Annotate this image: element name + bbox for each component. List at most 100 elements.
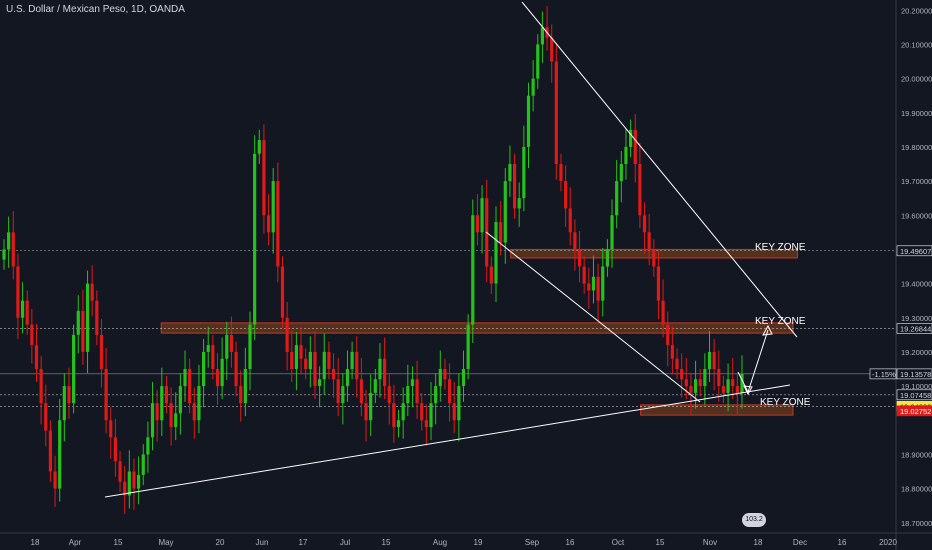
candle-body	[661, 300, 665, 325]
candle-body	[336, 379, 340, 404]
candle-body	[494, 222, 498, 284]
change-tag	[869, 368, 897, 380]
candle-body	[257, 140, 261, 154]
candle-body	[452, 403, 456, 421]
x-tick-label: May	[158, 538, 173, 547]
key-zone-2	[640, 404, 794, 416]
x-tick-label: 17	[299, 538, 308, 547]
candle-body	[146, 437, 150, 455]
candle-body	[601, 266, 605, 301]
x-tick-label: Jul	[340, 538, 350, 547]
candle-body	[471, 215, 475, 325]
candle-body	[647, 232, 651, 250]
y-tick-label: 19.30000	[901, 314, 932, 323]
candle-body	[243, 369, 247, 404]
candle-body	[420, 403, 424, 421]
candle-body	[364, 403, 368, 421]
candle-body	[345, 369, 350, 387]
candle-body	[234, 351, 238, 387]
candle-body	[174, 413, 178, 428]
candle-body	[666, 324, 670, 346]
x-tick-label: Dec	[793, 538, 807, 547]
candle-body	[169, 403, 173, 428]
candle-body	[373, 379, 377, 393]
candle-body	[72, 334, 76, 404]
y-tick-label: 18.70000	[901, 519, 932, 528]
candle-body	[573, 232, 577, 250]
x-tick-label: Sep	[525, 538, 540, 547]
candle-body	[415, 379, 419, 404]
indicator-badge[interactable]: 103.2	[742, 513, 766, 527]
candle-body	[624, 146, 628, 164]
candle-body	[183, 369, 187, 387]
candle-body	[280, 266, 285, 318]
y-tick-label: 19.40000	[901, 280, 932, 289]
candle-body	[559, 164, 563, 182]
candle-body	[591, 276, 596, 291]
candle-body	[11, 232, 15, 267]
candle-body	[443, 369, 447, 380]
candle-body	[531, 78, 535, 96]
x-tick-label: 18	[31, 538, 40, 547]
candle-body	[656, 266, 661, 301]
candle-body	[67, 386, 71, 404]
candle-body	[642, 215, 647, 233]
candle-body	[99, 334, 104, 369]
price-tag	[896, 245, 932, 257]
candle-body	[731, 379, 735, 387]
candle-body	[680, 369, 684, 380]
candle-body	[248, 324, 252, 369]
candle-body	[499, 222, 503, 243]
candle-body	[652, 249, 656, 267]
candle-body	[30, 324, 34, 346]
candle-body	[457, 386, 461, 421]
price-tag-label: 19.02752	[900, 407, 931, 416]
candle-body	[396, 420, 401, 428]
candle-body	[81, 310, 85, 352]
candle-body	[104, 369, 108, 421]
x-tick-label: Nov	[703, 538, 717, 547]
candle-body	[378, 358, 382, 380]
candle-body	[633, 129, 637, 164]
candle-body	[401, 403, 405, 421]
x-tick-label: 16	[566, 538, 575, 547]
candle-body	[383, 358, 387, 387]
candle-body	[406, 386, 410, 404]
candle-body	[76, 310, 80, 335]
y-tick-label: 19.20000	[901, 348, 932, 357]
candle-body	[438, 369, 442, 387]
y-tick-label: 19.70000	[901, 177, 932, 186]
y-tick-label: 18.80000	[901, 485, 932, 494]
x-tick-label: 15	[656, 538, 665, 547]
candle-body	[698, 379, 702, 387]
candle-body	[615, 181, 619, 216]
candle-body	[564, 181, 568, 209]
candle-body	[503, 181, 507, 243]
candle-body	[522, 146, 526, 199]
candle-body	[299, 345, 303, 359]
x-tick-label: 15	[114, 538, 123, 547]
candle-body	[721, 386, 726, 393]
candle-body	[53, 471, 57, 489]
candle-body	[735, 386, 739, 393]
y-tick-label: 19.60000	[901, 211, 932, 220]
candle-body	[489, 266, 493, 284]
arrowhead-icon	[762, 324, 773, 336]
y-tick-label: 19.90000	[901, 109, 932, 118]
candle-body	[461, 369, 466, 387]
wedge-lower-line	[485, 231, 701, 403]
arrowhead-down-icon	[743, 385, 753, 396]
candle-body	[675, 358, 679, 369]
price-tag	[896, 368, 932, 380]
x-tick-label: Oct	[612, 538, 625, 547]
x-tick-label: Apr	[69, 538, 82, 547]
candle-body	[424, 420, 428, 428]
candle-body	[707, 351, 712, 369]
candle-body	[740, 373, 744, 393]
candle-body	[95, 300, 99, 335]
candle-body	[201, 351, 206, 387]
candle-body	[141, 454, 145, 475]
candle-body	[62, 386, 66, 421]
candle-body	[517, 198, 521, 209]
